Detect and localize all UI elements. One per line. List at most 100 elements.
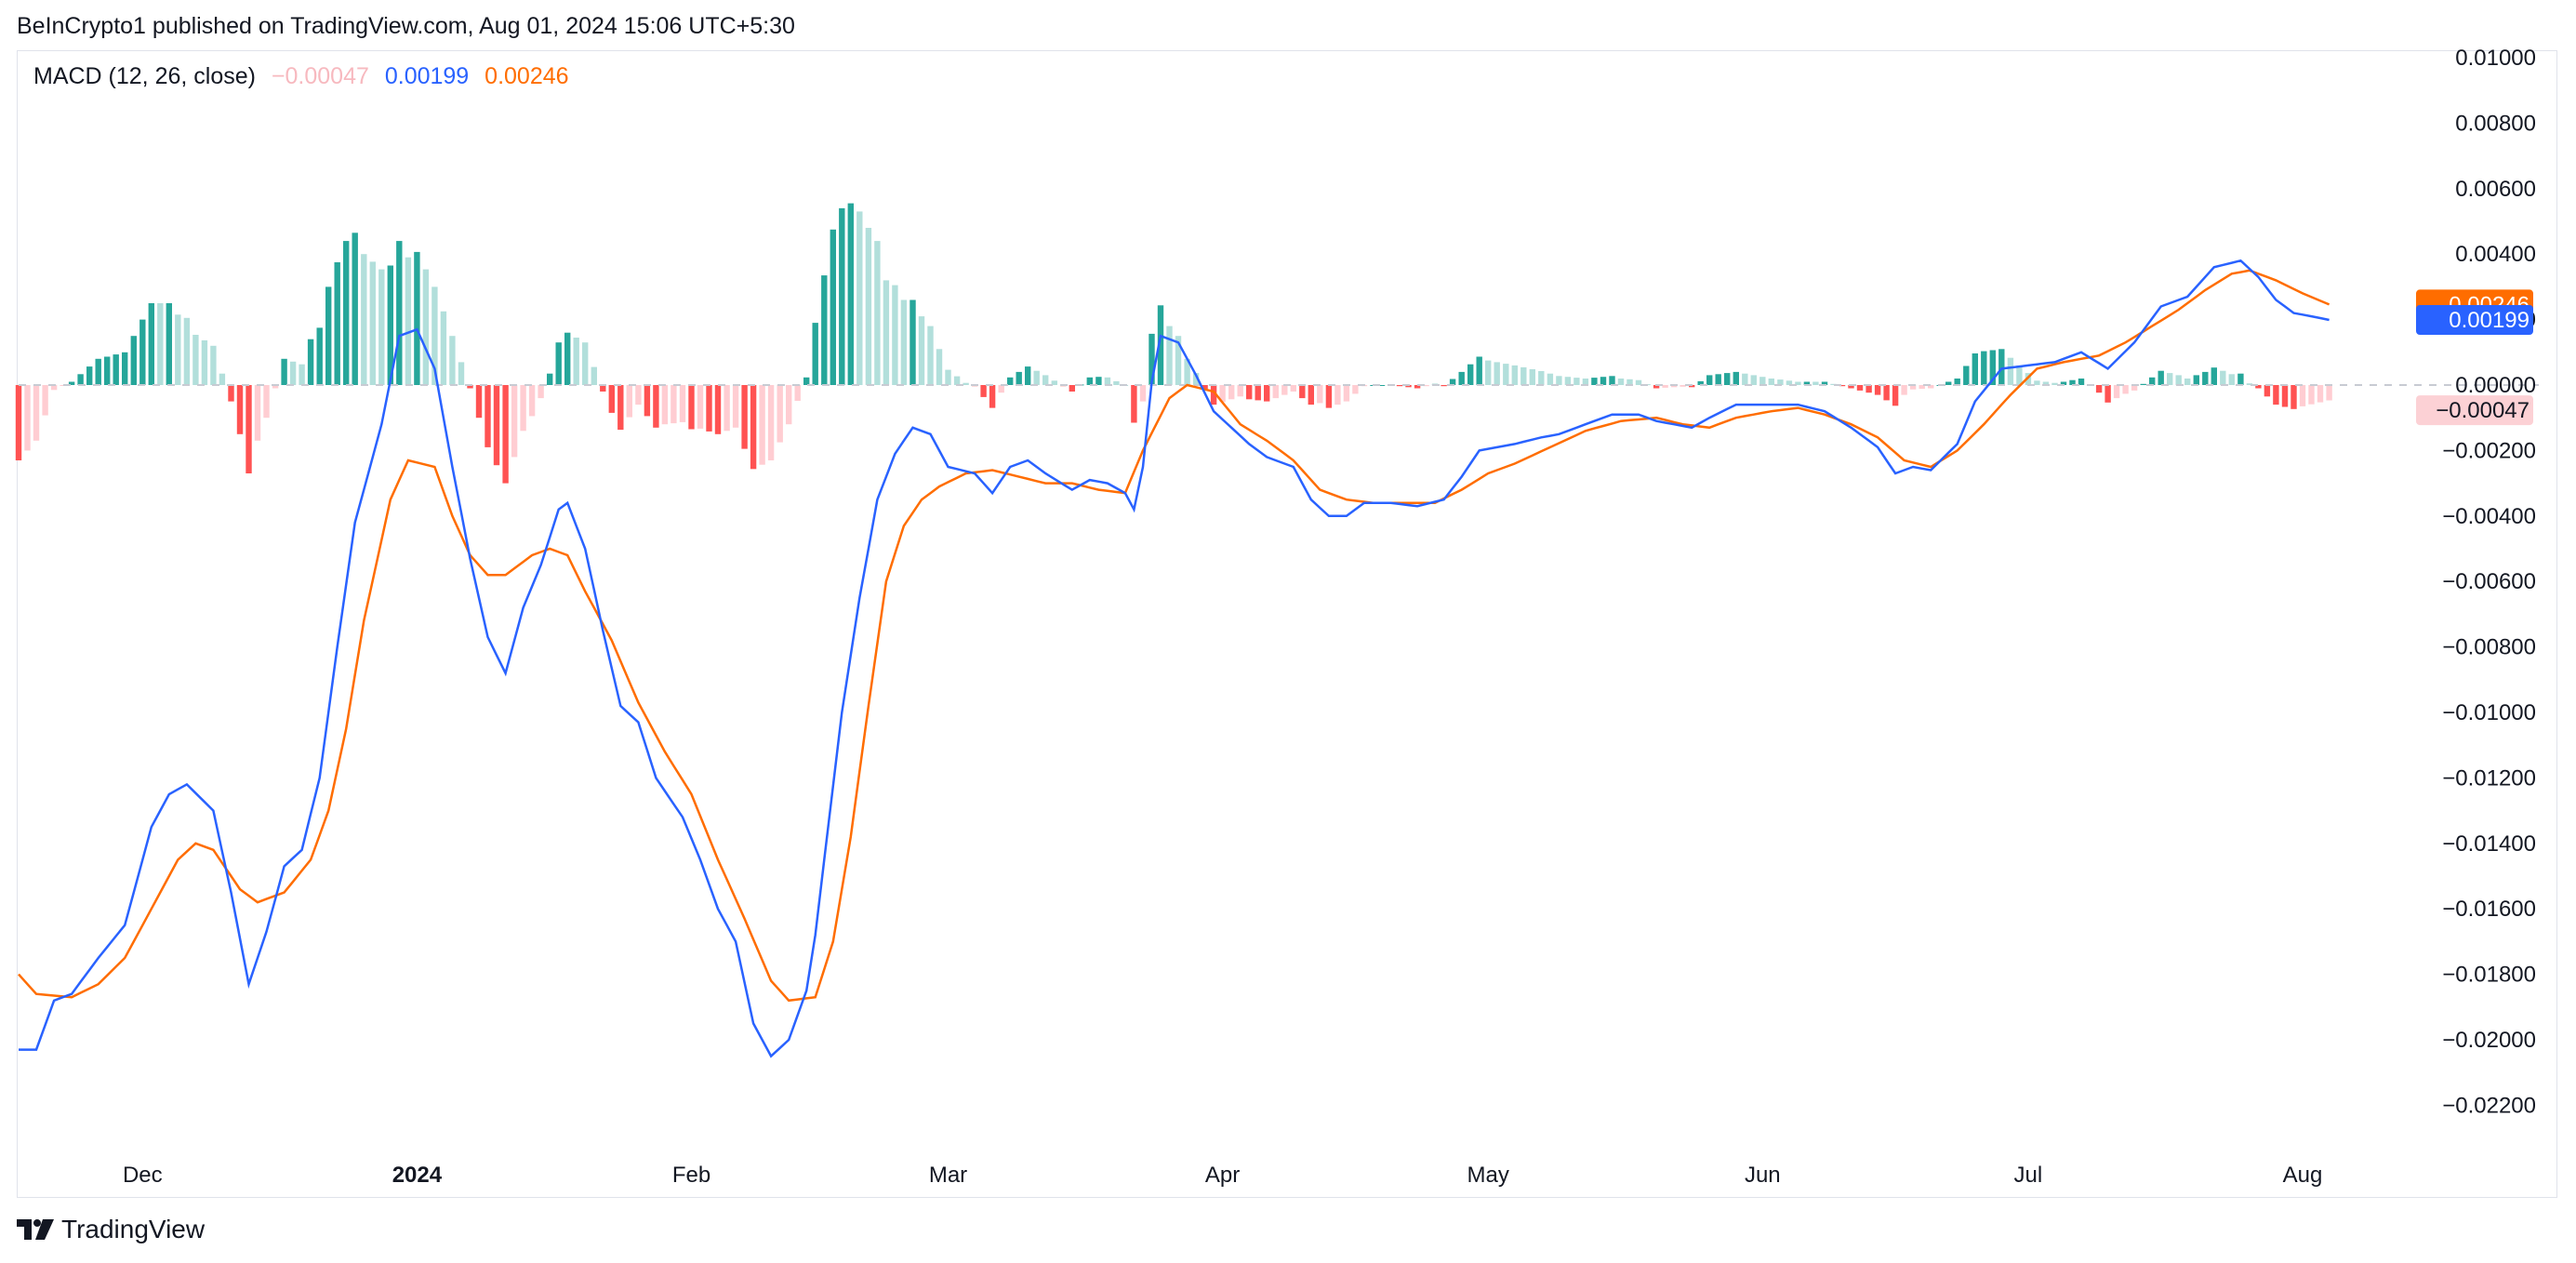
histogram-bar	[1848, 385, 1854, 389]
histogram-bar	[219, 373, 226, 385]
y-tick-label: −0.00400	[2442, 504, 2536, 529]
histogram-bar	[2228, 374, 2235, 385]
histogram-bar	[1511, 365, 1518, 385]
histogram-bar	[2246, 383, 2253, 385]
histogram-bar	[2202, 371, 2209, 385]
histogram-bar	[1228, 385, 1235, 400]
histogram-bar	[2016, 365, 2023, 385]
histogram-bar	[2042, 381, 2050, 385]
histogram-bar	[1617, 379, 1625, 385]
histogram-bar	[945, 369, 951, 385]
histogram-bar	[414, 251, 420, 385]
histogram-bar	[520, 385, 526, 432]
histogram-bar	[1627, 379, 1633, 385]
histogram-bar	[1210, 385, 1217, 405]
histogram-bar	[1272, 385, 1279, 399]
y-tick-label: −0.02000	[2442, 1028, 2536, 1053]
histogram-bar	[1998, 349, 2005, 385]
histogram-bar	[759, 385, 765, 465]
histogram-bar	[856, 211, 863, 385]
signal-value: 0.00246	[485, 63, 569, 89]
tradingview-logo[interactable]: TradingView	[17, 1215, 205, 1244]
y-tick-label: −0.00200	[2442, 438, 2536, 463]
histogram-bar	[2078, 379, 2085, 385]
histogram-bar	[1086, 377, 1093, 385]
histogram-bar	[387, 265, 393, 385]
histogram-bar	[1042, 375, 1049, 385]
x-tick-label: Feb	[672, 1163, 710, 1188]
indicator-legend[interactable]: MACD (12, 26, close) −0.00047 0.00199 0.…	[33, 63, 578, 90]
histogram-bar	[1768, 379, 1774, 385]
histogram-bar	[77, 374, 84, 385]
histogram-bar	[2326, 385, 2332, 401]
histogram-bar	[600, 385, 606, 392]
histogram-bar	[50, 385, 58, 391]
histogram-bar	[777, 385, 783, 443]
histogram-bar	[1856, 385, 1864, 391]
histogram-bar	[1866, 385, 1872, 393]
histogram-bar	[1104, 377, 1111, 385]
histogram-bar	[1237, 385, 1243, 397]
histogram-bar	[307, 339, 314, 385]
histogram-bar	[1290, 385, 1296, 392]
histogram-bar	[193, 335, 199, 385]
histogram-bar	[511, 385, 518, 458]
histogram-bar	[1485, 360, 1492, 385]
histogram-bar	[493, 385, 500, 466]
histogram-bar	[1157, 305, 1164, 385]
histogram-bar	[2034, 380, 2040, 385]
histogram-bar	[2007, 357, 2014, 385]
histogram-bar	[1184, 358, 1190, 385]
histogram-bar	[1325, 385, 1333, 408]
histogram-bar	[1025, 366, 1031, 385]
y-tick-label: 0.00800	[2455, 111, 2536, 136]
histogram-bar	[157, 303, 164, 385]
publish-info: BeInCrypto1 published on TradingView.com…	[17, 13, 795, 39]
histogram-bar	[1007, 377, 1014, 385]
tradingview-logo-icon	[17, 1219, 54, 1240]
histogram-bar	[1777, 379, 1784, 385]
histogram-bar	[1689, 385, 1695, 388]
histogram-bar	[1706, 375, 1713, 385]
histogram-bar	[1582, 379, 1589, 385]
histogram-bar	[378, 269, 385, 385]
histogram-bar	[130, 336, 137, 385]
histogram-bar	[2317, 385, 2324, 403]
histogram-bar	[449, 336, 456, 385]
histogram-bar	[1742, 373, 1748, 385]
histogram-bar	[1299, 385, 1306, 399]
histogram-value: −0.00047	[271, 63, 369, 89]
histogram-bar	[803, 377, 810, 385]
histogram-bar	[475, 385, 483, 419]
histogram-bar	[528, 385, 536, 417]
indicator-label: MACD (12, 26, close)	[33, 63, 256, 89]
histogram-bar	[1662, 385, 1668, 388]
histogram-bar	[2158, 370, 2164, 385]
histogram-bar	[485, 385, 491, 447]
macd-chart[interactable]: 0.010000.008000.006000.004000.002000.000…	[0, 0, 2576, 1209]
histogram-bar	[1812, 381, 1819, 385]
histogram-bar	[1556, 376, 1562, 385]
histogram-bar	[1458, 371, 1465, 385]
x-tick-label: Aug	[2283, 1163, 2323, 1188]
histogram-bar	[767, 385, 775, 460]
y-tick-label: 0.01000	[2455, 46, 2536, 71]
histogram	[15, 203, 2332, 484]
x-tick-label: Dec	[123, 1163, 163, 1188]
histogram-bar	[1635, 379, 1642, 385]
histogram-bar	[122, 352, 128, 385]
histogram-bar	[2113, 385, 2120, 399]
histogram-bar	[1803, 381, 1811, 385]
histogram-bar	[210, 345, 217, 385]
price-tags: 0.00246 0.00199 −0.00047	[2416, 289, 2533, 426]
histogram-bar	[289, 361, 297, 385]
histogram-bar	[679, 385, 686, 422]
histogram-bar	[1202, 385, 1208, 390]
histogram-bar	[396, 241, 403, 385]
histogram-bar	[369, 261, 376, 385]
histogram-bar	[1166, 326, 1173, 385]
macd-line	[19, 259, 2330, 1058]
histogram-bar	[236, 385, 244, 434]
histogram-bar	[2052, 382, 2058, 385]
histogram-bar	[1919, 385, 1925, 390]
